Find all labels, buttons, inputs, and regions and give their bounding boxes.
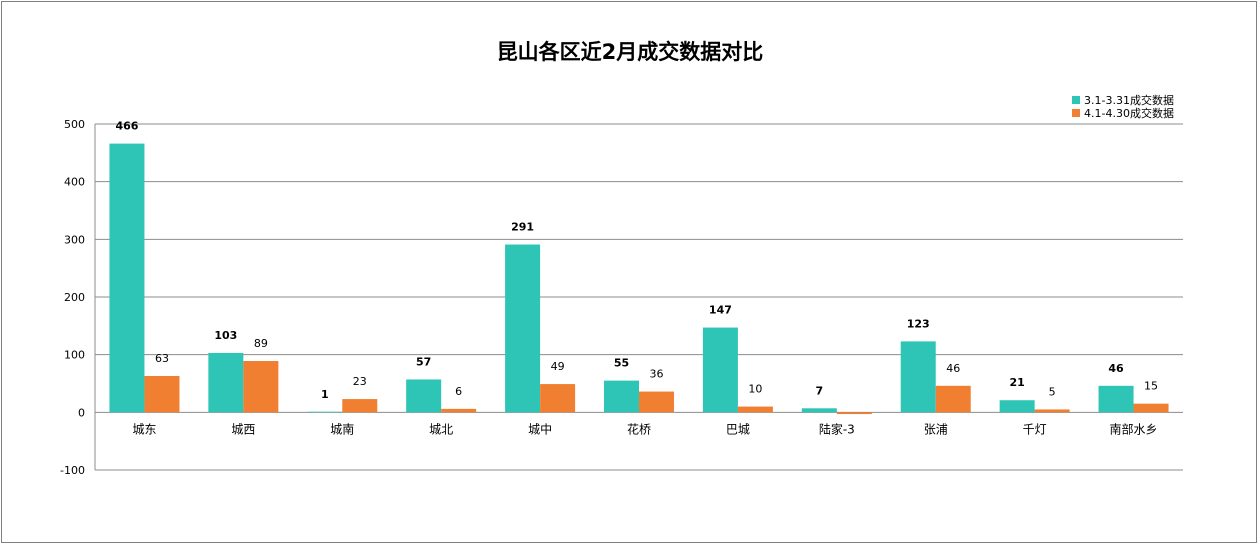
x-tick-label: 千灯 [1023,422,1047,436]
data-label-series-2: 10 [748,383,762,396]
data-label-series-2: 15 [1144,380,1158,393]
x-tick-label: 城西 [231,422,255,436]
data-label-series-1: 147 [709,304,732,317]
bar-series-1 [307,411,343,413]
data-label-series-2: 46 [946,362,960,375]
bar-series-2 [342,399,378,413]
legend-swatch-series-1 [1072,95,1080,104]
y-tick-label: 200 [64,291,85,304]
bar-series-1 [505,244,541,413]
data-label-series-2: 6 [455,385,462,398]
data-label-series-1: 466 [115,120,138,133]
x-tick-label: 城北 [429,422,453,436]
data-label-series-2: 23 [353,375,367,388]
bar-series-1 [604,380,639,413]
bar-series-2 [441,408,477,413]
data-label-series-1: 46 [1108,362,1124,375]
data-label-series-1: 123 [907,317,930,330]
bar-series-1 [1098,385,1134,413]
bar-series-1 [406,379,442,413]
x-tick-label: 南部水乡 [1110,421,1158,436]
y-tick-label: 300 [64,233,85,246]
x-tick-label: 巴城 [726,422,750,436]
data-label-series-2: 49 [551,360,565,373]
data-label-series-2: 63 [155,352,169,365]
bar-series-1 [702,327,738,413]
legend-swatch-series-2 [1072,108,1080,117]
legend-label-series-2: 4.1-4.30成交数据 [1084,106,1174,120]
y-tick-label: 400 [64,176,85,189]
chart-title: 昆山各区近2月成交数据对比 [496,40,764,64]
x-tick-label: 城中 [528,421,552,436]
data-label-series-1: 7 [815,384,823,397]
legend-item-series-1: 3.1-3.31成交数据 [1072,93,1174,107]
bar-series-2 [737,406,773,413]
bar-series-2 [1133,403,1169,413]
y-tick-label: 100 [64,349,85,362]
bar-series-2 [836,412,872,415]
legend-label-series-1: 3.1-3.31成交数据 [1084,93,1174,107]
bar-series-2 [540,384,576,413]
legend: 3.1-3.31成交数据 4.1-4.30成交数据 [1072,93,1174,120]
data-label-series-1: 1 [321,388,329,401]
x-tick-label: 城东 [132,422,156,436]
bar-series-1 [999,400,1035,413]
bar-series-2 [243,361,279,413]
y-tick-label: 500 [64,118,85,131]
data-label-series-2: 36 [650,368,664,381]
bar-series-1 [109,143,145,413]
data-label-series-1: 57 [416,355,431,368]
data-label-series-1: 21 [1009,376,1024,389]
bar-series-1 [208,352,244,413]
x-tick-label: 张浦 [924,422,948,436]
bar-series-1 [900,341,936,413]
bar-series-1 [801,408,837,413]
y-tick-label: 0 [78,406,85,419]
bar-series-2 [144,376,180,413]
data-label-series-1: 55 [614,357,629,370]
x-tick-label: 城南 [330,421,354,436]
data-label-series-1: 291 [511,221,534,234]
y-tick-label: -100 [60,464,85,477]
bar-series-2 [1034,409,1070,413]
x-tick-label: 花桥 [627,421,651,436]
data-label-series-1: 103 [214,329,237,342]
legend-item-series-2: 4.1-4.30成交数据 [1072,106,1174,120]
x-tick-label: 陆家-3 [819,421,855,436]
bar-series-2 [935,385,971,413]
bar-series-2 [639,391,674,413]
data-label-series-2: 89 [254,337,268,350]
data-label-series-2: 5 [1049,385,1056,398]
